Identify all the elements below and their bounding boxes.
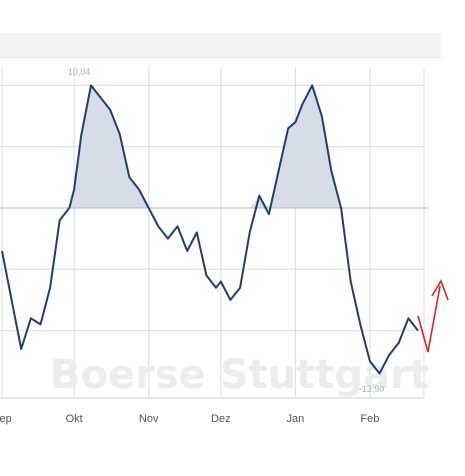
x-tick-label: Nov	[139, 413, 159, 425]
x-axis-ticks: Sep Okt Nov Dez Jan Feb	[0, 413, 379, 425]
max-annotation: 10,04	[68, 67, 91, 77]
series-line	[1, 84, 419, 375]
grid-lines	[0, 67, 425, 399]
x-tick-label: Sep	[0, 413, 12, 425]
watermark: Boerse Stuttgart	[50, 352, 429, 398]
x-tick-label: Feb	[360, 413, 379, 425]
x-tick-label: Jan	[286, 413, 304, 425]
min-annotation: -13,90	[359, 384, 385, 394]
fill-above-zero	[2, 85, 418, 208]
x-tick-label: Dez	[211, 413, 231, 425]
x-tick-label: Okt	[66, 413, 83, 425]
red-arrow-annotation	[417, 279, 449, 353]
chart-toolbar-bar	[0, 33, 441, 58]
